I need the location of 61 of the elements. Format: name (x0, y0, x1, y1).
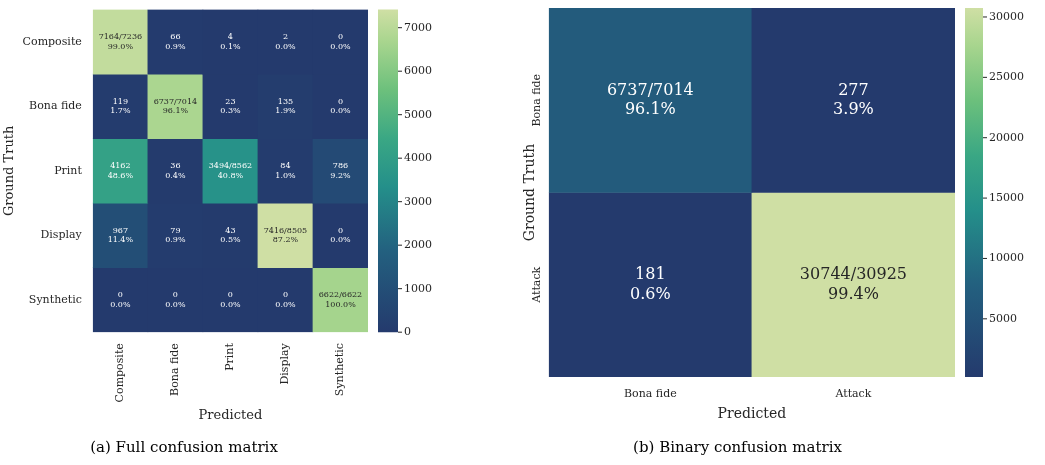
color-bar-label: 30000 (989, 9, 1024, 23)
color-bar-label: 20000 (989, 130, 1024, 144)
x-tick-label: Bona fide (623, 387, 677, 401)
x-axis-title: Predicted (717, 405, 787, 422)
data-label: 4 0.1% (220, 32, 241, 51)
text: (b) Binary confusion matrix (633, 437, 843, 456)
data-label: 0 0.0% (220, 290, 241, 309)
color-bar-label: 7000 (404, 20, 432, 34)
x-axis-title: Predicted (198, 406, 263, 422)
data-label: 0 0.0% (110, 290, 131, 309)
data-label: 7164/7236 99.0% (98, 32, 143, 51)
data-label: 30744/30925 99.4% (799, 264, 908, 303)
x-tick-label: Synthetic (333, 343, 347, 397)
data-label: 23 0.3% (220, 96, 241, 116)
color-bar-label: 5000 (989, 311, 1017, 325)
data-label: 3494/8562 40.8% (208, 161, 253, 180)
data-label: 119 1.7% (110, 96, 131, 116)
color-bar-label: 1000 (404, 281, 432, 295)
x-tick-label: Attack (834, 387, 872, 401)
color-bar-label: 4000 (404, 151, 432, 165)
data-label: 84 1.0% (275, 161, 297, 180)
data-label: 0 0.0% (275, 290, 297, 309)
color-bar-label: 3000 (404, 194, 432, 208)
data-label: 967 11.4% (107, 225, 134, 245)
text: (a) Full confusion matrix (90, 437, 279, 456)
data-label: 79 0.9% (165, 225, 186, 245)
data-label: 786 9.2% (330, 161, 352, 180)
y-tick-label: Composite (22, 34, 82, 48)
data-label: 36 0.4% (165, 161, 186, 180)
data-label: 66 0.9% (165, 32, 186, 51)
data-label: 0 0.0% (330, 32, 352, 51)
y-tick-label: Display (40, 228, 83, 242)
color-bar-label: 6000 (404, 64, 432, 78)
data-label: 277 3.9% (833, 79, 874, 119)
color-bar-label: 0 (404, 325, 411, 339)
data-label: 0 0.0% (165, 290, 186, 309)
y-tick-label: Bona fide (29, 99, 82, 113)
data-label: 2 0.0% (275, 32, 297, 51)
data-label: 6737/7014 96.1% (153, 96, 198, 116)
y-axis-title: Ground Truth (1, 125, 17, 217)
x-tick-label: Composite (113, 343, 127, 403)
y-tick-label: Print (54, 163, 83, 177)
data-label: 0 0.0% (330, 96, 352, 116)
data-label: 7416/8505 87.2% (263, 225, 308, 245)
color-bar-label: 25000 (989, 70, 1024, 84)
color-bar-label: 5000 (404, 107, 432, 121)
color-bar-label: 10000 (989, 251, 1024, 265)
y-tick-label: Synthetic (28, 292, 82, 306)
data-label: 43 0.5% (220, 225, 241, 245)
x-tick-label: Display (278, 342, 292, 385)
data-label: 0 0.0% (330, 225, 352, 245)
data-label: 6737/7014 96.1% (606, 79, 694, 119)
color-bar-label: 2000 (404, 238, 432, 252)
x-tick-label: Print (223, 342, 237, 371)
color-bar-label: 15000 (989, 190, 1024, 204)
data-label: 4162 48.6% (107, 161, 134, 180)
data-label: 6622/6622 100.0% (318, 290, 363, 309)
y-axis-title: Ground Truth (521, 143, 538, 242)
x-tick-label: Bona fide (168, 343, 182, 396)
data-label: 181 0.6% (630, 264, 671, 303)
data-label: 135 1.9% (275, 96, 297, 116)
